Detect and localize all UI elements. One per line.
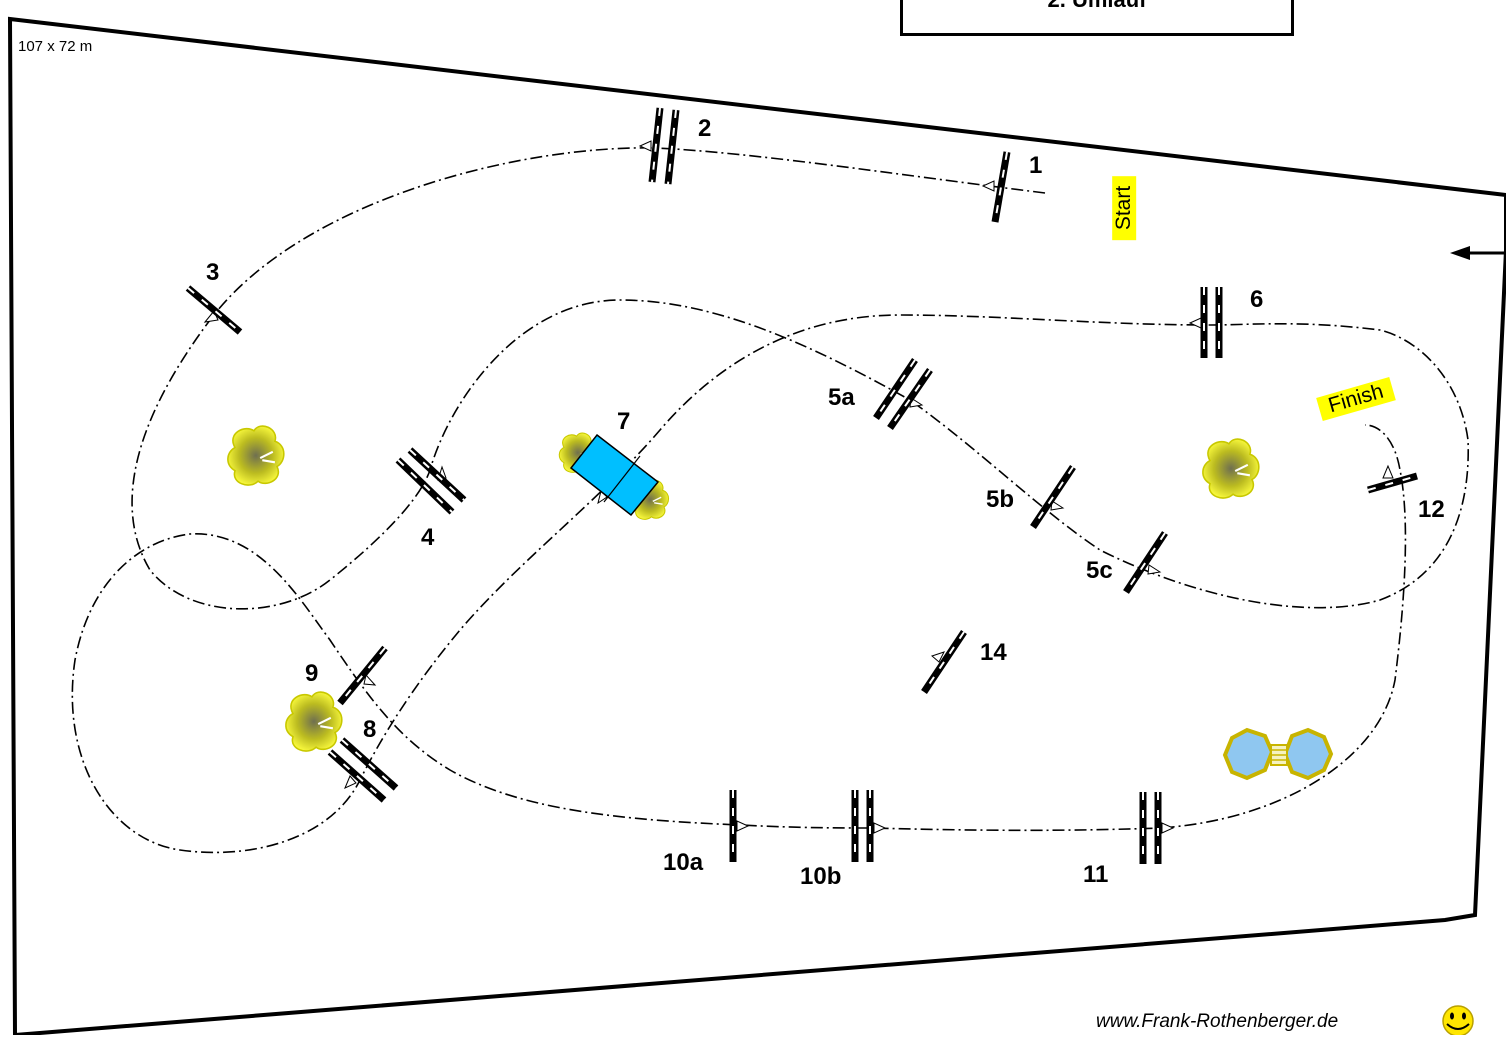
arena-border xyxy=(7,16,1506,1038)
label-3: 3 xyxy=(206,259,220,286)
obstacle-5c xyxy=(1123,531,1168,594)
label-10b: 10b xyxy=(800,863,842,890)
obstacle-2 xyxy=(648,107,680,185)
label-4: 4 xyxy=(421,524,435,551)
pond-icon xyxy=(1222,727,1334,781)
obstacle-12 xyxy=(1367,472,1418,494)
label-8: 8 xyxy=(363,716,377,743)
label-6: 6 xyxy=(1250,286,1264,313)
obstacle-5a xyxy=(873,358,933,430)
arena-dimensions: 107 x 72 m xyxy=(18,38,93,55)
obstacle-9 xyxy=(337,645,388,706)
obstacle-3 xyxy=(185,285,243,335)
tree-icon xyxy=(284,690,343,753)
title-box: 2. Umlauf xyxy=(900,0,1294,36)
obstacle-11 xyxy=(1139,792,1162,864)
obstacle-10b xyxy=(851,790,874,862)
page-title: 2. Umlauf xyxy=(903,0,1291,13)
obstacle-1 xyxy=(991,151,1011,223)
obstacle-14 xyxy=(921,630,967,694)
label-5a: 5a xyxy=(828,384,855,411)
water-obstacle-icon xyxy=(558,432,670,521)
course-line xyxy=(71,147,1470,854)
label-9: 9 xyxy=(305,660,319,687)
label-5b: 5b xyxy=(986,486,1015,513)
label-2: 2 xyxy=(698,115,712,142)
obstacle-6 xyxy=(1200,287,1223,358)
label-1: 1 xyxy=(1029,152,1043,179)
obstacle-4 xyxy=(395,447,467,515)
start-marker: Start xyxy=(1112,175,1137,241)
smiley-icon xyxy=(1442,1005,1474,1037)
obstacle-5b xyxy=(1030,465,1076,529)
tree-icon xyxy=(226,424,285,487)
label-5c: 5c xyxy=(1086,557,1113,584)
credit-link[interactable]: www.Frank-Rothenberger.de xyxy=(1096,1011,1339,1032)
label-12: 12 xyxy=(1418,496,1445,523)
label-7: 7 xyxy=(617,408,631,435)
tree-icon xyxy=(1201,437,1260,500)
label-10a: 10a xyxy=(663,849,704,876)
label-11: 11 xyxy=(1083,861,1109,888)
obstacle-8 xyxy=(327,737,399,803)
label-14: 14 xyxy=(980,639,1007,666)
entry-arrow-icon xyxy=(1450,246,1506,260)
